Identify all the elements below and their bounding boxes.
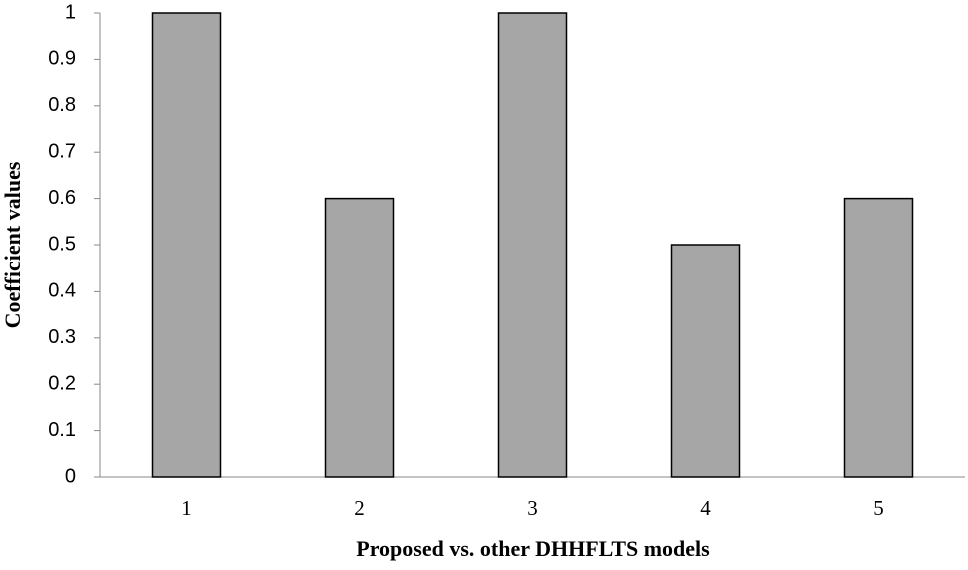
y-tick-label: 0.3	[48, 326, 76, 348]
y-tick-label: 0.7	[48, 140, 76, 162]
x-tick-label: 2	[354, 496, 365, 520]
bar	[497, 12, 568, 478]
x-tick-label: 4	[700, 496, 711, 520]
y-tick-label: 1	[65, 1, 76, 23]
y-tick-label: 0.2	[48, 372, 76, 394]
bar	[324, 197, 395, 478]
bar	[670, 244, 741, 478]
x-tick-label: 3	[527, 496, 538, 520]
y-tick-label: 0.1	[48, 419, 76, 441]
y-tick-label: 0.8	[48, 94, 76, 116]
y-axis-title: Coefficient values	[0, 161, 25, 328]
x-axis-title: Proposed vs. other DHHFLTS models	[356, 536, 710, 561]
y-tick-label: 0.4	[48, 280, 76, 302]
bar	[843, 197, 914, 478]
y-tick-label: 0.6	[48, 187, 76, 209]
x-tick-label: 1	[181, 496, 192, 520]
y-tick-label: 0.5	[48, 233, 76, 255]
y-tick-label: 0	[65, 465, 76, 487]
bar	[151, 12, 222, 478]
x-tick-label: 5	[873, 496, 884, 520]
y-tick-label: 0.9	[48, 48, 76, 70]
